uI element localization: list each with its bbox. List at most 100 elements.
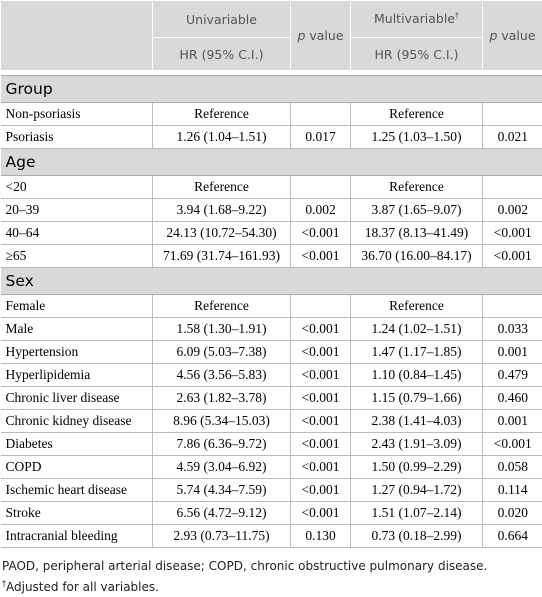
multi-p-cell: 0.033 <box>482 317 542 341</box>
multi-p-cell: 0.002 <box>482 198 542 222</box>
dagger: † <box>454 11 459 21</box>
p-symbol: p <box>297 28 306 43</box>
data-row: <20 Reference Reference <box>0 175 542 199</box>
section-row: Group <box>0 75 542 103</box>
uni-p-cell: <0.001 <box>290 432 351 456</box>
uni-p-cell: <0.001 <box>290 501 351 525</box>
data-row: Chronic kidney disease 8.96 (5.34–15.03) <… <box>0 409 542 433</box>
uni-p-cell: <0.001 <box>290 340 351 364</box>
label-cell: Ischemic heart disease <box>0 478 153 502</box>
uni-p-cell: <0.001 <box>290 409 351 433</box>
uni-p-cell: 0.002 <box>290 198 351 222</box>
multi-hr-cell: Reference <box>350 175 483 199</box>
label-cell: Hyperlipidemia <box>0 363 153 387</box>
label-cell: Intracranial bleeding <box>0 524 153 548</box>
footnote: †Adjusted for all variables. <box>2 575 540 596</box>
data-row: Female Reference Reference <box>0 294 542 318</box>
multi-p-cell: 0.114 <box>482 478 542 502</box>
multi-hr-cell: 3.87 (1.65–9.07) <box>350 198 483 222</box>
p-symbol: p <box>489 28 498 43</box>
multi-hr-cell: 1.47 (1.17–1.85) <box>350 340 483 364</box>
label-cell: ≥65 <box>0 244 153 268</box>
uni-hr-cell: 8.96 (5.34–15.03) <box>152 409 291 433</box>
multi-p-cell: 0.021 <box>482 125 542 149</box>
multi-hr-cell: 18.37 (8.13–41.49) <box>350 221 483 245</box>
results-table: Univariable p value Multivariable† p val… <box>0 0 542 548</box>
multi-p-cell: 0.001 <box>482 340 542 364</box>
multi-p-cell: <0.001 <box>482 244 542 268</box>
label-cell: Psoriasis <box>0 125 153 149</box>
uni-hr-cell: 3.94 (1.68–9.22) <box>152 198 291 222</box>
uni-p-cell: <0.001 <box>290 317 351 341</box>
label-cell: Hypertension <box>0 340 153 364</box>
uni-hr-cell: 4.56 (3.56–5.83) <box>152 363 291 387</box>
uni-hr-cell: 1.26 (1.04–1.51) <box>152 125 291 149</box>
multi-p-cell: 0.479 <box>482 363 542 387</box>
label-cell: Male <box>0 317 153 341</box>
multi-hr-cell: 1.25 (1.03–1.50) <box>350 125 483 149</box>
uni-hr-cell: Reference <box>152 294 291 318</box>
multi-hr-cell: 2.38 (1.41–4.03) <box>350 409 483 433</box>
multi-hr-cell: 1.15 (0.79–1.66) <box>350 386 483 410</box>
header-p-value: p value <box>290 0 351 71</box>
multi-p-cell: 0.058 <box>482 455 542 479</box>
section-title: Group <box>0 75 542 103</box>
label-cell: COPD <box>0 455 153 479</box>
header-univariable: Univariable <box>152 0 291 38</box>
header-hr: HR (95% C.I.) <box>152 37 291 71</box>
uni-p-cell: 0.017 <box>290 125 351 149</box>
section-row: Sex <box>0 267 542 295</box>
p-label: value <box>309 28 344 43</box>
header-p-value: p value <box>482 0 542 71</box>
data-row: Non-psoriasis Reference Reference <box>0 102 542 126</box>
uni-p-cell: <0.001 <box>290 478 351 502</box>
uni-hr-cell: 5.74 (4.34–7.59) <box>152 478 291 502</box>
dagger: † <box>2 579 6 588</box>
section-title: Age <box>0 148 542 176</box>
label-cell: Non-psoriasis <box>0 102 153 126</box>
data-row: 40–64 24.13 (10.72–54.30) <0.001 18.37 (8.1… <box>0 221 542 245</box>
uni-hr-cell: 1.58 (1.30–1.91) <box>152 317 291 341</box>
data-row: Diabetes 7.86 (6.36–9.72) <0.001 2.43 (1.91… <box>0 432 542 456</box>
multi-p-cell: 0.460 <box>482 386 542 410</box>
header-multivariable: Multivariable† <box>350 0 483 38</box>
multi-hr-cell: 1.24 (1.02–1.51) <box>350 317 483 341</box>
uni-p-cell: <0.001 <box>290 386 351 410</box>
label-cell: Female <box>0 294 153 318</box>
multi-p-cell <box>482 294 542 318</box>
section-row: Age <box>0 148 542 176</box>
multi-hr-cell: 1.50 (0.99–2.29) <box>350 455 483 479</box>
multi-hr-cell: Reference <box>350 294 483 318</box>
data-row: COPD 4.59 (3.04–6.92) <0.001 1.50 (0.99–2.2… <box>0 455 542 479</box>
uni-p-cell: <0.001 <box>290 221 351 245</box>
multi-hr-cell: Reference <box>350 102 483 126</box>
uni-hr-cell: 6.09 (5.03–7.38) <box>152 340 291 364</box>
data-row: ≥65 71.69 (31.74–161.93) <0.001 36.70 (16.0… <box>0 244 542 268</box>
label-cell: Chronic kidney disease <box>0 409 153 433</box>
multi-hr-cell: 1.10 (0.84–1.45) <box>350 363 483 387</box>
uni-p-cell <box>290 175 351 199</box>
uni-p-cell: <0.001 <box>290 363 351 387</box>
uni-p-cell: 0.130 <box>290 524 351 548</box>
uni-hr-cell: 4.59 (3.04–6.92) <box>152 455 291 479</box>
label-cell: 40–64 <box>0 221 153 245</box>
multi-p-cell: <0.001 <box>482 221 542 245</box>
uni-hr-cell: 24.13 (10.72–54.30) <box>152 221 291 245</box>
data-row: Stroke 6.56 (4.72–9.12) <0.001 1.51 (1.07–2… <box>0 501 542 525</box>
p-label: value <box>501 28 536 43</box>
uni-p-cell: <0.001 <box>290 244 351 268</box>
uni-hr-cell: 2.93 (0.73–11.75) <box>152 524 291 548</box>
footnotes: PAOD, peripheral arterial disease; COPD,… <box>0 548 542 596</box>
uni-hr-cell: 7.86 (6.36–9.72) <box>152 432 291 456</box>
header-hr: HR (95% C.I.) <box>350 37 483 71</box>
uni-p-cell <box>290 294 351 318</box>
uni-hr-cell: 2.63 (1.82–3.78) <box>152 386 291 410</box>
section-title: Sex <box>0 267 542 295</box>
uni-hr-cell: 71.69 (31.74–161.93) <box>152 244 291 268</box>
multi-p-cell <box>482 102 542 126</box>
multi-hr-cell: 0.73 (0.18–2.99) <box>350 524 483 548</box>
uni-hr-cell: 6.56 (4.72–9.12) <box>152 501 291 525</box>
uni-p-cell <box>290 102 351 126</box>
corner-cell <box>0 0 153 71</box>
